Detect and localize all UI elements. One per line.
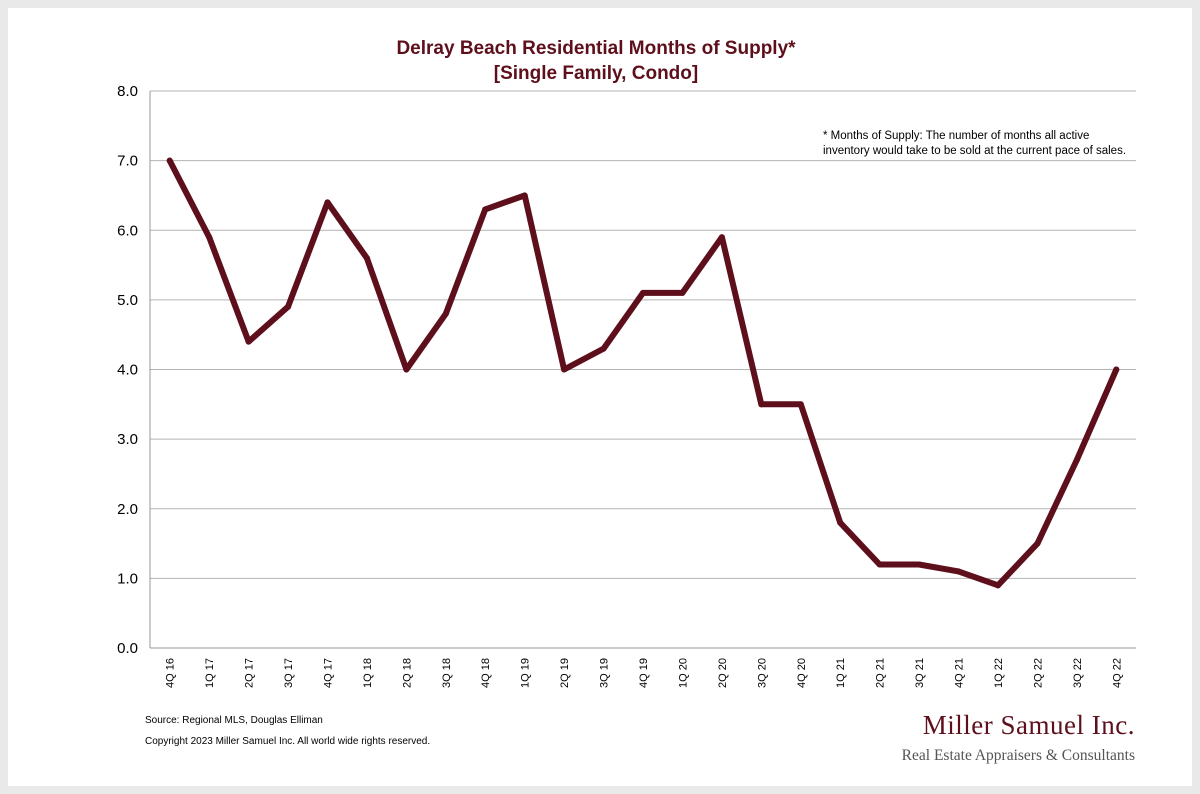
x-tick-label: 2Q 22 — [1032, 658, 1044, 688]
y-tick-label: 5.0 — [117, 292, 138, 309]
x-tick-label: 4Q 17 — [322, 658, 334, 688]
x-tick-label: 4Q 16 — [165, 658, 177, 688]
x-tick-label: 3Q 17 — [283, 658, 295, 688]
y-tick-label: 2.0 — [117, 501, 138, 518]
y-tick-label: 3.0 — [117, 431, 138, 448]
data-point — [640, 289, 646, 296]
x-tick-label: 3Q 20 — [756, 658, 768, 688]
x-tick-label: 3Q 19 — [599, 658, 611, 688]
data-point — [363, 255, 370, 262]
x-tick-label: 3Q 22 — [1072, 658, 1084, 688]
x-tick-label: 4Q 21 — [954, 658, 966, 688]
data-point — [166, 157, 173, 164]
y-tick-label: 1.0 — [117, 570, 138, 587]
chart-title: Delray Beach Residential Months of Suppl… — [396, 38, 796, 59]
chart-subtitle: [Single Family, Condo] — [494, 63, 698, 84]
x-tick-label: 4Q 22 — [1111, 658, 1123, 688]
x-axis-ticks: 4Q 16 1Q 17 2Q 17 3Q 17 4Q 17 1Q 18 2Q 18 3Q 18… — [165, 658, 1124, 688]
data-point — [206, 234, 213, 241]
data-point — [994, 582, 1001, 589]
y-tick-label: 0.0 — [117, 640, 138, 657]
x-tick-label: 1Q 22 — [993, 658, 1005, 688]
x-tick-label: 3Q 18 — [441, 658, 453, 688]
data-point — [876, 561, 883, 568]
data-point — [1073, 457, 1080, 464]
x-tick-label: 1Q 17 — [204, 658, 216, 688]
copyright-note: Copyright 2023 Miller Samuel Inc. All wo… — [145, 736, 430, 747]
x-tick-label: 2Q 21 — [875, 658, 887, 688]
data-point — [955, 568, 962, 575]
x-tick-label: 1Q 21 — [835, 658, 847, 688]
x-tick-label: 4Q 20 — [796, 658, 808, 688]
gridlines — [149, 90, 1136, 649]
data-point — [245, 338, 252, 345]
source-note: Source: Regional MLS, Douglas Elliman — [145, 715, 323, 726]
x-tick-label: 1Q 20 — [677, 658, 689, 688]
data-point — [600, 345, 607, 352]
x-tick-label: 3Q 21 — [914, 658, 926, 688]
data-point — [916, 561, 923, 568]
data-point — [482, 206, 489, 213]
annotation-line-2: inventory would take to be sold at the c… — [823, 145, 1126, 157]
data-point — [718, 234, 725, 241]
data-point — [403, 366, 410, 373]
y-tick-label: 7.0 — [117, 153, 138, 170]
chart-svg: Delray Beach Residential Months of Suppl… — [117, 38, 1136, 764]
data-point — [797, 401, 804, 408]
y-axis-ticks: 0.0 1.0 2.0 3.0 4.0 5.0 6.0 7.0 8.0 — [117, 83, 138, 657]
x-tick-label: 2Q 18 — [401, 658, 413, 688]
data-point — [679, 289, 686, 296]
data-point — [1034, 540, 1041, 547]
chart-frame: Delray Beach Residential Months of Suppl… — [8, 8, 1192, 786]
x-tick-label: 4Q 19 — [638, 658, 650, 688]
logo-name: Miller Samuel Inc. — [923, 710, 1135, 740]
data-point — [442, 310, 449, 317]
x-tick-label: 4Q 18 — [480, 658, 492, 688]
data-point — [758, 401, 765, 408]
x-tick-label: 1Q 19 — [520, 658, 532, 688]
y-tick-label: 4.0 — [117, 362, 138, 379]
x-tick-label: 2Q 20 — [717, 658, 729, 688]
data-point — [285, 303, 292, 310]
data-point — [521, 192, 528, 199]
x-tick-label: 1Q 18 — [362, 658, 374, 688]
x-tick-label: 2Q 19 — [559, 658, 571, 688]
logo-tagline: Real Estate Appraisers & Consultants — [902, 747, 1135, 764]
data-point — [561, 366, 568, 373]
x-tick-label: 2Q 17 — [244, 658, 256, 688]
annotation-line-1: * Months of Supply: The number of months… — [823, 130, 1089, 142]
data-point — [1113, 366, 1120, 373]
y-tick-label: 8.0 — [117, 83, 138, 100]
data-point — [324, 199, 331, 206]
series-layer — [166, 157, 1120, 589]
data-point — [837, 519, 844, 526]
series-line — [166, 157, 1120, 589]
y-tick-label: 6.0 — [117, 222, 138, 239]
